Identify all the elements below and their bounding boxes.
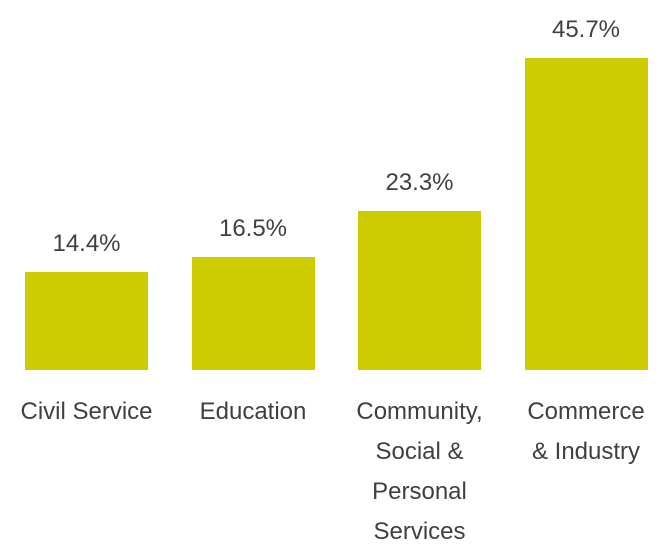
bar bbox=[191, 257, 315, 370]
value-label: 14.4% bbox=[52, 229, 121, 257]
category-label: Commerce & Industry bbox=[527, 398, 645, 465]
value-label: 23.3% bbox=[385, 168, 454, 196]
value-label: 45.7% bbox=[551, 15, 621, 43]
category-label: Community, Social & Personal Services bbox=[356, 398, 483, 545]
bar bbox=[25, 271, 148, 370]
value-label: 16.5% bbox=[218, 215, 288, 243]
category-label: Education bbox=[199, 398, 307, 425]
bar bbox=[358, 210, 481, 370]
bar bbox=[524, 57, 648, 370]
category-label: Civil Service bbox=[20, 398, 153, 425]
chart: 14.4% Civil Service 16.5% Education 23.3% Com… bbox=[20, 15, 648, 545]
